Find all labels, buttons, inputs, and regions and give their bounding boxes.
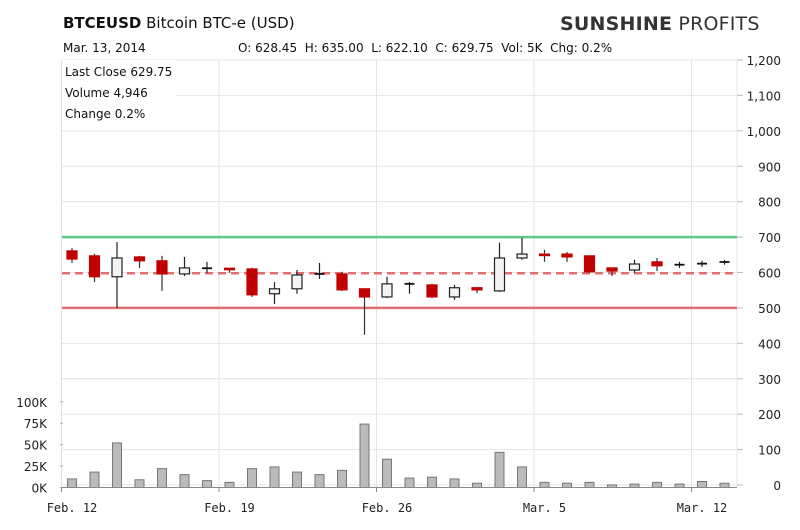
volume-bar <box>427 476 437 489</box>
volume-bar <box>652 481 662 489</box>
volume-tick-label: 75K <box>24 417 48 431</box>
candle-body <box>223 267 236 271</box>
candle-body <box>606 267 618 272</box>
volume-bar <box>269 466 280 489</box>
price-tick-label: 100 <box>758 444 781 458</box>
price-tick-label: 400 <box>758 337 781 351</box>
candle-body <box>111 257 123 278</box>
volume-bar <box>224 481 235 489</box>
volume-bar <box>337 469 347 488</box>
candle-body <box>538 253 551 257</box>
volume-info: Volume 4,946 <box>65 86 148 100</box>
price-tick-label: 200 <box>758 408 781 422</box>
volume-bar <box>719 482 730 488</box>
volume-bar <box>584 481 595 489</box>
candle-body <box>583 255 596 273</box>
price-tick-label: 600 <box>758 267 781 281</box>
candle-body <box>156 260 168 275</box>
volume-bar <box>157 468 167 488</box>
candle-body <box>268 288 281 295</box>
volume-bar <box>112 442 122 489</box>
volume-bar <box>404 477 415 488</box>
candle-body <box>471 287 483 291</box>
logo-bold: SUNSHINE <box>560 13 673 35</box>
volume-tick-label: 100K <box>16 396 48 410</box>
price-tick-label: 700 <box>758 231 781 245</box>
candle-body <box>246 268 258 296</box>
volume-bar <box>179 474 190 488</box>
candle-body <box>651 261 663 267</box>
volume-bar <box>517 466 527 489</box>
candle-body <box>66 250 78 260</box>
volume-bar <box>697 481 707 489</box>
volume-bar <box>629 483 640 488</box>
date-tick-label: Mar. 5 <box>523 501 566 515</box>
current-date: Mar. 13, 2014 <box>63 41 146 55</box>
date-tick-label: Feb. 12 <box>47 501 98 515</box>
volume-bar <box>314 474 325 488</box>
candle-body <box>493 257 506 292</box>
info-box: Last Close 629.75 Volume 4,946 Change 0.… <box>62 60 177 129</box>
volume-tick-label: 50K <box>24 439 48 453</box>
volume-tick-label: 25K <box>24 460 48 474</box>
candle-body <box>628 263 641 271</box>
candle-body <box>358 288 371 298</box>
date-tick-label: Feb. 19 <box>204 501 255 515</box>
candle-body <box>381 283 393 298</box>
candle-body <box>561 253 573 258</box>
candle-body <box>291 274 303 290</box>
change-info: Change 0.2% <box>65 107 146 121</box>
price-tick-label: 0 <box>773 479 781 493</box>
price-tick-label: 1,200 <box>747 54 781 68</box>
volume-bar <box>382 458 392 488</box>
volume-bar <box>539 481 550 489</box>
price-tick-label: 900 <box>758 160 781 174</box>
volume-bar <box>359 423 370 488</box>
candle-body <box>178 267 191 275</box>
last-close: Last Close 629.75 <box>65 65 173 79</box>
volume-bar <box>562 482 572 488</box>
volume-bar <box>494 451 505 489</box>
price-tick-label: 500 <box>758 302 781 316</box>
date-tick-label: Feb. 26 <box>362 501 413 515</box>
volume-bar <box>67 478 77 488</box>
chart-title: BTCEUSD Bitcoin BTC-e (USD) <box>63 14 295 32</box>
volume-tick-label: 0K <box>31 482 48 496</box>
volume-bar <box>89 471 100 489</box>
candle-body <box>448 287 461 298</box>
date-tick-label: Mar. 12 <box>677 501 728 515</box>
volume-bar <box>202 480 212 489</box>
ohlc-readout: O: 628.45 H: 635.00 L: 622.10 C: 629.75 … <box>238 41 613 55</box>
symbol: BTCEUSD <box>63 14 142 32</box>
logo: SUNSHINE PROFITS <box>560 13 760 35</box>
volume-bar <box>674 483 685 488</box>
price-tick-label: 1,000 <box>747 125 781 139</box>
candle-body <box>88 255 101 278</box>
volume-bar <box>247 468 257 488</box>
candle-body <box>133 256 146 262</box>
volume-bar <box>472 482 482 488</box>
logo-light: PROFITS <box>678 13 760 35</box>
price-tick-label: 1,100 <box>747 89 781 103</box>
volume-bar <box>292 471 302 489</box>
volume-bar <box>449 478 460 488</box>
price-tick-label: 300 <box>758 373 781 387</box>
price-tick-label: 800 <box>758 196 781 210</box>
volume-bar <box>134 479 145 488</box>
candle-body <box>516 253 528 259</box>
candle-body <box>336 273 348 291</box>
instrument-name: Bitcoin BTC-e (USD) <box>146 14 295 32</box>
candle-body <box>426 284 438 298</box>
